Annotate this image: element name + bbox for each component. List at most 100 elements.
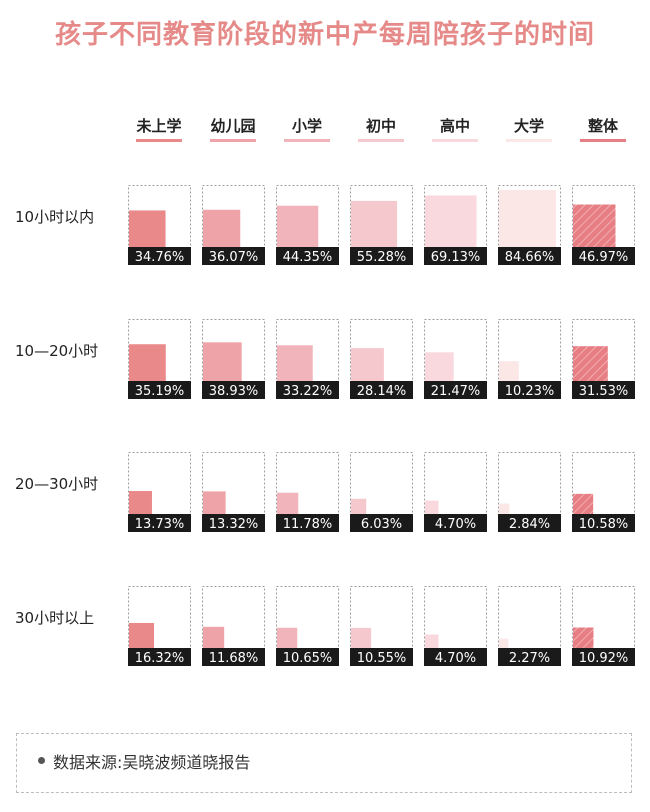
cell-frame	[424, 586, 487, 649]
value-label-bg	[572, 514, 635, 532]
value-label-bg	[128, 381, 191, 399]
cell-frame	[202, 452, 265, 515]
cell-frame	[202, 586, 265, 649]
column-header: 整体	[588, 117, 619, 135]
column-header-underline	[210, 139, 256, 142]
value-label: 84.66%	[505, 250, 555, 265]
value-label: 4.70%	[435, 651, 476, 666]
cell-frame	[424, 185, 487, 248]
value-label-bg	[276, 514, 339, 532]
column-header-underline	[358, 139, 404, 142]
value-label-bg	[350, 381, 413, 399]
value-label-bg	[424, 514, 487, 532]
column-header: 大学	[514, 117, 544, 135]
value-label: 2.84%	[509, 517, 550, 532]
cell-frame	[350, 185, 413, 248]
value-label: 21.47%	[431, 384, 481, 399]
value-square	[203, 209, 241, 247]
value-label: 11.68%	[209, 651, 259, 666]
value-square	[573, 346, 608, 381]
value-label: 46.97%	[579, 250, 629, 265]
value-label-bg	[202, 381, 265, 399]
column-header-underline	[136, 139, 182, 142]
cell-frame	[128, 586, 191, 649]
value-label-bg	[276, 247, 339, 265]
column-header-underline	[580, 139, 626, 142]
chart-title: 孩子不同教育阶段的新中产每周陪孩子的时间	[54, 20, 595, 50]
value-label-bg	[202, 514, 265, 532]
value-label-bg	[572, 247, 635, 265]
value-label-bg	[276, 648, 339, 666]
cell-frame	[424, 452, 487, 515]
value-square	[351, 627, 372, 648]
value-label: 35.19%	[135, 384, 185, 399]
value-label-bg	[128, 648, 191, 666]
value-square	[499, 361, 519, 381]
value-label: 10.58%	[579, 517, 629, 532]
value-square	[129, 491, 152, 514]
cell-frame	[424, 319, 487, 382]
cell-frame	[276, 586, 339, 649]
value-label: 10.23%	[505, 384, 555, 399]
value-label-bg	[498, 381, 561, 399]
value-square	[425, 500, 439, 514]
bullet-icon	[38, 757, 45, 764]
cell-frame	[276, 319, 339, 382]
value-square	[203, 626, 225, 648]
value-square	[499, 189, 557, 247]
column-header: 未上学	[135, 117, 181, 135]
chart-row: 10—20小时 35.19% 38.93% 33.22% 28.14% 21.47% 10.…	[15, 319, 635, 399]
value-label-bg	[128, 514, 191, 532]
value-square	[425, 352, 454, 381]
value-square	[573, 493, 594, 514]
cell-frame	[202, 319, 265, 382]
value-label-bg	[350, 648, 413, 666]
value-square	[499, 503, 510, 514]
value-label: 55.28%	[357, 250, 407, 265]
value-label: 6.03%	[361, 517, 402, 532]
cell-frame	[128, 452, 191, 515]
value-label: 31.53%	[579, 384, 629, 399]
value-label-bg	[128, 247, 191, 265]
value-label-bg	[424, 648, 487, 666]
value-label: 33.22%	[283, 384, 333, 399]
value-label: 10.65%	[283, 651, 333, 666]
cell-frame	[350, 319, 413, 382]
value-label-bg	[498, 648, 561, 666]
column-header: 初中	[366, 117, 396, 135]
chart-row: 10小时以内 34.76% 36.07% 44.35% 55.28% 69.13% 84.6…	[15, 185, 635, 265]
cell-frame	[350, 452, 413, 515]
value-square	[277, 492, 299, 514]
cell-frame	[276, 452, 339, 515]
value-square	[277, 345, 313, 381]
value-square	[129, 622, 155, 648]
value-label-bg	[202, 247, 265, 265]
value-square	[351, 348, 384, 381]
value-label-bg	[498, 247, 561, 265]
value-square	[129, 210, 166, 247]
value-label: 11.78%	[283, 517, 333, 532]
value-label: 38.93%	[209, 384, 259, 399]
value-label-bg	[424, 247, 487, 265]
value-label: 34.76%	[135, 250, 185, 265]
value-label-bg	[572, 381, 635, 399]
value-label: 16.32%	[135, 651, 185, 666]
value-label-bg	[202, 648, 265, 666]
cell-frame	[498, 586, 561, 649]
cell-frame	[572, 452, 635, 515]
cell-frame	[202, 185, 265, 248]
value-label-bg	[498, 514, 561, 532]
value-square	[203, 342, 242, 381]
value-square	[129, 344, 166, 381]
value-label: 10.55%	[357, 651, 407, 666]
value-label-bg	[350, 514, 413, 532]
value-square	[573, 627, 594, 648]
cell-frame	[128, 319, 191, 382]
value-label: 28.14%	[357, 384, 407, 399]
value-square	[499, 638, 509, 648]
cell-frame	[572, 319, 635, 382]
value-label-bg	[350, 247, 413, 265]
value-label: 44.35%	[283, 250, 333, 265]
column-header-underline	[506, 139, 552, 142]
source-text: 数据来源:吴晓波频道晓报告	[53, 753, 251, 772]
